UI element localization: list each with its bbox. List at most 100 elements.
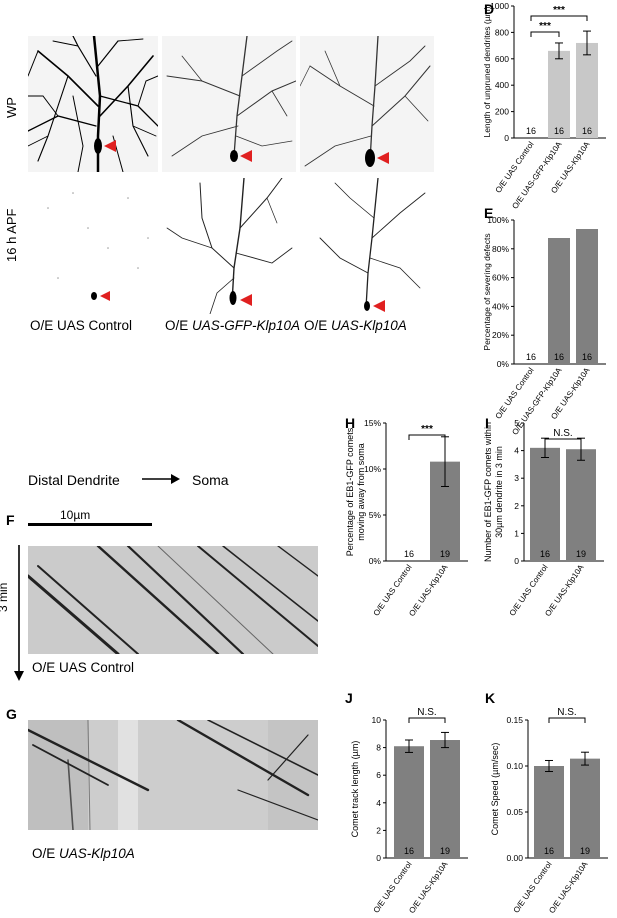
bar	[394, 746, 424, 858]
significance-bracket	[548, 717, 586, 723]
significance-label: N.S.	[417, 707, 436, 718]
significance-label: ***	[553, 5, 565, 16]
category-label: O/E UAS Control	[508, 563, 550, 618]
bar	[576, 42, 598, 138]
y-tick-label: 0	[514, 556, 519, 566]
y-tick-label: 1	[514, 528, 519, 538]
y-tick-label: 600	[495, 54, 509, 64]
time-label: 3 min	[0, 582, 10, 612]
sample-size-label: 19	[440, 846, 450, 856]
y-tick-label: 0.00	[506, 853, 523, 863]
scale-bar	[28, 523, 152, 526]
y-tick-label: 3	[514, 473, 519, 483]
y-tick-label: 1000	[490, 1, 509, 11]
y-tick-label: 0%	[369, 556, 382, 566]
significance-bracket	[530, 31, 560, 37]
y-tick-label: 8	[376, 743, 381, 753]
bar	[430, 740, 460, 858]
panel-letter-i: I	[485, 415, 489, 431]
significance-bracket	[530, 15, 588, 21]
panel-letter-g: G	[6, 706, 17, 722]
chart-k-comet-speed: 0.00 0.05 0.10 0.15 Comet Speed (µm/sec) 16 O/…	[490, 707, 608, 915]
category-label: O/E UAS Control	[372, 860, 414, 915]
y-tick-label: 2	[514, 501, 519, 511]
significance-label: ***	[539, 21, 551, 32]
y-tick-label: 15%	[364, 418, 381, 428]
chart-e-severing-defects: 0% 20% 40% 60% 80% 100% Percentage of severing…	[482, 215, 606, 437]
y-tick-label: 800	[495, 27, 509, 37]
y-axis-label: Number of EB1-GFP comets within	[483, 422, 493, 562]
micrograph-a-wp	[28, 36, 158, 172]
y-tick-label: 10	[372, 715, 382, 725]
caption-kymo-control: O/E UAS Control	[32, 660, 135, 675]
y-tick-label: 40%	[492, 301, 509, 311]
sample-size-label: 19	[576, 549, 586, 559]
kymograph-control	[28, 546, 318, 654]
micrograph-b-16h-apf	[162, 178, 296, 314]
caption-klp10a: O/E UAS-Klp10A	[304, 318, 407, 333]
y-tick-label: 5	[514, 418, 519, 428]
y-tick-label: 4	[376, 798, 381, 808]
bar	[530, 447, 560, 561]
significance-label: ***	[421, 424, 433, 435]
y-tick-label: 0.10	[506, 761, 523, 771]
y-tick-label: 400	[495, 80, 509, 90]
category-label: O/E UAS-Klp10A	[407, 859, 450, 915]
micrograph-c-wp	[300, 36, 434, 172]
bar	[576, 229, 598, 364]
bar	[534, 766, 564, 858]
y-tick-label: 6	[376, 770, 381, 780]
y-tick-label: 10%	[364, 464, 381, 474]
y-tick-label: 80%	[492, 244, 509, 254]
bar	[566, 449, 596, 561]
panel-letter-h: H	[345, 415, 356, 431]
sample-size-label: 16	[404, 549, 414, 559]
micrograph-c-16h-apf	[300, 178, 434, 314]
sample-size-label: 16	[404, 846, 414, 856]
y-tick-label: 200	[495, 107, 509, 117]
time-arrow-icon	[14, 545, 24, 681]
panel-letter-d: D	[484, 1, 495, 17]
sample-size-label: 19	[580, 846, 590, 856]
chart-i-comet-number: 0 1 2 3 4 5 Number of EB1-GFP comets within 30µ…	[483, 418, 604, 618]
significance-bracket	[408, 434, 446, 440]
bar	[570, 758, 600, 858]
panel-letter-e: E	[484, 205, 494, 221]
y-tick-label: 60%	[492, 273, 509, 283]
sample-size-label: 16	[554, 352, 564, 362]
panel-letter-f: F	[6, 512, 15, 528]
distal-dendrite-label: Distal Dendrite	[28, 472, 120, 488]
caption-gfp-klp10a: O/E UAS-GFP-Klp10A	[165, 318, 301, 333]
significance-bracket	[544, 438, 582, 444]
y-tick-label: 0%	[497, 359, 510, 369]
y-tick-label: 100%	[487, 215, 509, 225]
y-tick-label: 0.15	[506, 715, 523, 725]
sample-size-label: 16	[526, 126, 536, 136]
category-label: O/E UAS-Klp10A	[547, 859, 590, 915]
y-tick-label: 20%	[492, 330, 509, 340]
y-tick-label: 0.05	[506, 807, 523, 817]
sample-size-label: 16	[582, 126, 592, 136]
sample-size-label: 16	[554, 126, 564, 136]
sample-size-label: 16	[544, 846, 554, 856]
kymograph-klp10a	[28, 720, 318, 830]
significance-bracket	[408, 717, 446, 723]
panel-letter-k: K	[485, 690, 496, 706]
y-tick-label: 2	[376, 825, 381, 835]
direction-arrow-icon	[142, 474, 180, 484]
micrograph-a-16h-apf	[28, 178, 158, 314]
row-label-wp: WP	[4, 97, 19, 118]
scale-bar-label: 10µm	[60, 508, 91, 522]
y-tick-label: 5%	[369, 510, 382, 520]
y-axis-label: Length of unpruned dendrites (µm)	[482, 6, 492, 137]
category-label: O/E UAS-Klp10A	[407, 562, 450, 618]
category-label: O/E UAS-Klp10A	[543, 562, 586, 618]
sample-size-label: 19	[440, 549, 450, 559]
y-axis-label: Comet track length (µm)	[350, 741, 360, 838]
micrograph-b-wp	[162, 36, 296, 172]
y-axis-label: Comet Speed (µm/sec)	[490, 743, 500, 836]
y-tick-label: 4	[514, 446, 519, 456]
bar	[548, 238, 570, 364]
y-tick-label: 0	[504, 133, 509, 143]
row-label-16h-apf: 16 h APF	[4, 208, 19, 262]
